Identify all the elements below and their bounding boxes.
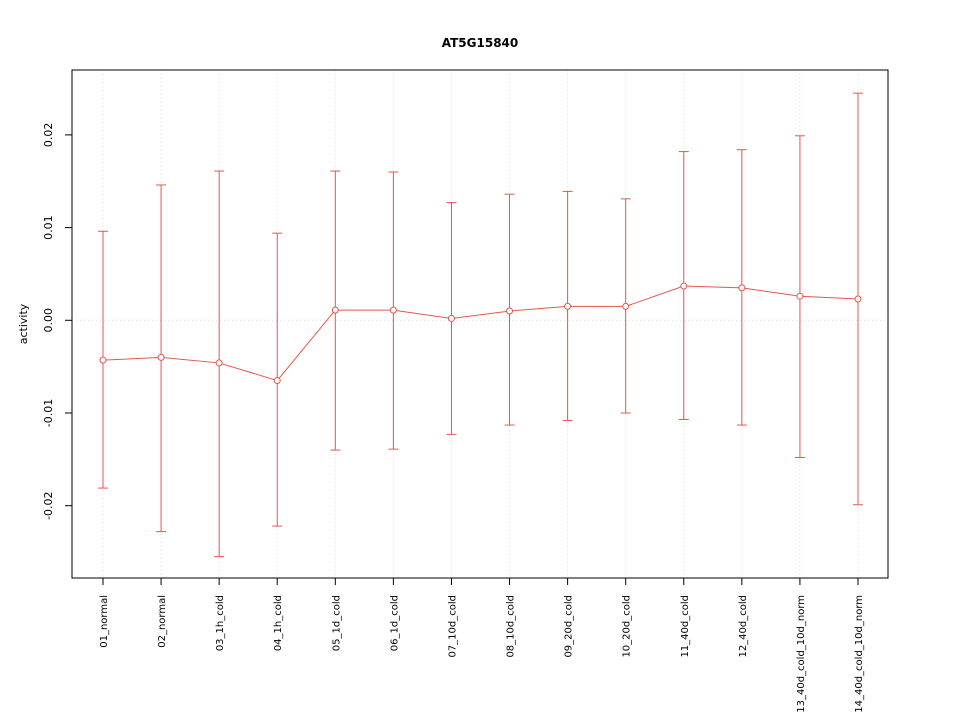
data-point xyxy=(854,295,862,303)
gridlines xyxy=(72,70,888,578)
series-line xyxy=(102,285,859,382)
data-point xyxy=(564,302,572,310)
data-point xyxy=(157,353,165,361)
data-point xyxy=(447,314,455,322)
data-point xyxy=(796,292,804,300)
data-point xyxy=(622,302,630,310)
x-tick-label: 01_normal xyxy=(99,595,110,648)
data-point xyxy=(273,377,281,385)
data-point xyxy=(680,282,688,290)
plot-border xyxy=(71,69,889,579)
x-tick-label: 02_normal xyxy=(157,595,168,648)
y-tick-label: 0.01 xyxy=(42,215,55,240)
chart-title: AT5G15840 xyxy=(442,36,519,50)
x-tick-label: 05_1d_cold xyxy=(331,595,342,651)
x-tick-label: 10_20d_cold xyxy=(622,595,633,658)
x-tick-label: 04_1h_cold xyxy=(273,595,284,651)
data-point xyxy=(99,356,107,364)
y-axis-label: activity xyxy=(17,303,30,344)
data-point xyxy=(389,306,397,314)
data-point xyxy=(331,306,339,314)
y-tick-label: 0.00 xyxy=(42,308,55,333)
axes: -0.02 -0.01 0.00 0.01 0.02 01_normal 02_normal… xyxy=(42,69,889,713)
x-tick-label: 06_1d_cold xyxy=(389,595,400,651)
y-tick-label: 0.02 xyxy=(42,123,55,148)
x-tick-label: 03_1h_cold xyxy=(215,595,226,651)
data-series xyxy=(98,92,863,558)
y-tick-label: -0.01 xyxy=(42,399,55,427)
x-tick-label: 07_10d_cold xyxy=(447,595,458,658)
data-point xyxy=(215,359,223,367)
y-tick-label: -0.02 xyxy=(42,491,55,519)
x-tick-label: 14_40d_cold_10d_norm xyxy=(854,595,865,713)
x-tick-label: 12_40d_cold xyxy=(738,595,749,658)
data-point xyxy=(506,307,514,315)
x-tick-label: 11_40d_cold xyxy=(680,595,691,658)
data-point xyxy=(738,284,746,292)
x-tick-label: 09_20d_cold xyxy=(564,595,575,658)
x-tick-label: 08_10d_cold xyxy=(506,595,517,658)
x-tick-label: 13_40d_cold_10d_norm xyxy=(796,595,807,713)
